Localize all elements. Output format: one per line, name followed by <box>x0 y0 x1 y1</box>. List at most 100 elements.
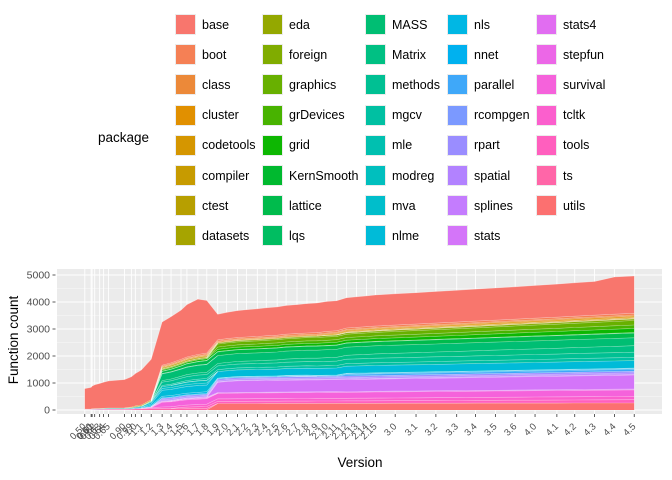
legend-label: ctest <box>202 198 229 213</box>
area-edge <box>150 332 635 402</box>
legend-label: tools <box>563 138 590 153</box>
area-edge <box>206 320 635 359</box>
legend-item-mle: mle <box>366 135 412 156</box>
legend-item-mgcv: mgcv <box>366 105 422 126</box>
y-tick-label: 1000 <box>27 378 51 390</box>
legend-swatch-KernSmooth <box>263 166 282 185</box>
legend-label: grDevices <box>289 108 345 123</box>
x-tick-label: 4.1 <box>544 421 561 438</box>
legend-swatch-datasets <box>176 226 195 246</box>
legend-swatch-Matrix <box>366 45 385 65</box>
legend-swatch-graphics <box>263 75 282 95</box>
x-tick-label: 3.5 <box>482 421 499 438</box>
legend-item-utils: utils <box>537 195 585 216</box>
area-edge <box>316 317 635 337</box>
legend-item-mva: mva <box>366 195 416 216</box>
area-mgcv <box>84 357 635 410</box>
legend-item-rcompgen: rcompgen <box>448 105 530 126</box>
legend-label: datasets <box>202 228 250 243</box>
legend-swatch-codetools <box>176 135 195 155</box>
x-tick-label: 4.4 <box>601 421 618 438</box>
legend-label: nnet <box>474 47 499 62</box>
area-edge <box>150 345 635 402</box>
legend-label: stats <box>474 228 501 243</box>
area-edge <box>206 318 635 358</box>
legend-swatch-MASS <box>366 15 385 34</box>
legend-item-survival: survival <box>537 74 605 95</box>
area-edge <box>162 388 635 402</box>
legend-swatch-modreg <box>366 166 385 185</box>
area-edge <box>171 371 218 386</box>
legend-swatch-stats <box>448 226 467 246</box>
legend-item-boot: boot <box>176 44 226 65</box>
area-edge <box>84 393 218 410</box>
area-edge <box>124 342 218 409</box>
legend-swatch-boot <box>176 45 195 65</box>
legend-label: spatial <box>474 168 511 183</box>
legend-swatch-nlme <box>366 226 385 246</box>
area-edge <box>141 360 635 408</box>
area-edge <box>150 357 635 402</box>
legend-swatch-spatial <box>448 166 467 185</box>
legend-item-cluster: cluster <box>176 105 239 126</box>
legend-label: utils <box>563 198 586 213</box>
legend-swatch-utils <box>537 196 556 216</box>
legend-label: tcltk <box>563 108 586 123</box>
legend-label: class <box>202 77 231 92</box>
x-tick-label: 3.1 <box>403 421 420 438</box>
area-edge <box>84 403 218 410</box>
area-edge <box>141 396 635 410</box>
legend-label: MASS <box>392 17 428 32</box>
legend-swatch-nnet <box>448 45 467 65</box>
area-edge <box>206 324 635 359</box>
area-edge <box>150 337 635 402</box>
legend-label: stepfun <box>563 47 605 62</box>
legend-label: nls <box>474 17 490 32</box>
legend-label: compiler <box>202 168 250 183</box>
legend-item-ctest: ctest <box>176 195 228 216</box>
x-tick-label: 4.2 <box>562 421 579 438</box>
legend-swatch-rpart <box>448 135 467 155</box>
area-edge <box>150 315 635 400</box>
area-tools <box>84 399 635 410</box>
legend-swatch-tools <box>537 135 556 155</box>
legend-item-tools: tools <box>537 135 589 156</box>
legend-swatch-splines <box>448 196 467 216</box>
legend-item-Matrix: Matrix <box>366 44 426 65</box>
legend-item-methods: methods <box>366 74 440 95</box>
legend-label: KernSmooth <box>289 168 359 183</box>
area-edge <box>151 368 635 407</box>
area-tcltk <box>84 396 635 410</box>
y-tick-label: 4000 <box>27 297 51 309</box>
x-tick-label: 3.3 <box>444 421 461 438</box>
legend-item-grDevices: grDevices <box>263 105 345 126</box>
legend-item-eda: eda <box>263 14 310 35</box>
legend-label: eda <box>289 17 310 32</box>
legend-swatch-rcompgen <box>448 105 467 125</box>
legend-item-stats: stats <box>448 225 500 246</box>
legend-item-stepfun: stepfun <box>537 44 604 65</box>
area-survival <box>84 389 635 410</box>
legend-item-grid: grid <box>263 135 310 156</box>
legend-item-graphics: graphics <box>263 74 336 95</box>
area-stats <box>84 375 635 410</box>
y-tick-label: 3000 <box>27 324 51 336</box>
area-edge <box>151 372 635 407</box>
legend-swatch-base <box>176 15 195 34</box>
y-tick-label: 5000 <box>27 270 51 282</box>
area-nlme <box>84 360 635 410</box>
legend-swatch-lqs <box>263 226 282 246</box>
legend-item-lqs: lqs <box>263 225 305 246</box>
x-tick-label: 3.0 <box>382 421 399 438</box>
area-edge <box>171 399 635 409</box>
area-edge <box>336 317 635 336</box>
legend-item-KernSmooth: KernSmooth <box>263 165 358 186</box>
area-lattice <box>84 333 635 410</box>
legend-item-parallel: parallel <box>448 74 514 95</box>
area-edge <box>151 389 635 408</box>
legend-item-nls: nls <box>448 14 490 35</box>
area-edge <box>150 328 635 402</box>
legend-label: modreg <box>392 168 435 183</box>
area-ts <box>84 403 635 410</box>
